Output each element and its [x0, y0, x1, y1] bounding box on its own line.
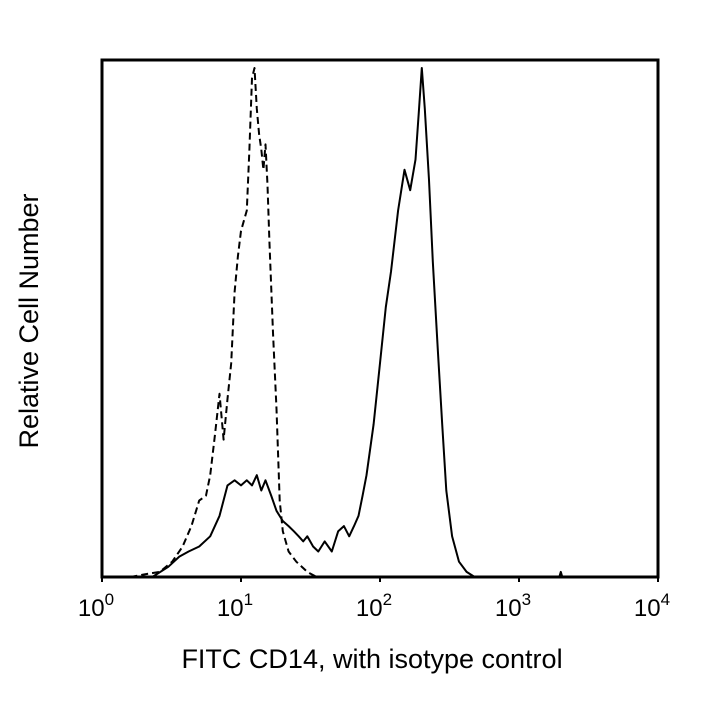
x-tick-label: 100	[78, 590, 114, 622]
y-axis-title: Relative Cell Number	[14, 193, 44, 448]
x-tick-label: 104	[634, 590, 670, 622]
x-axis-title: FITC CD14, with isotype control	[181, 644, 562, 674]
series-layer	[130, 67, 564, 578]
x-tick-label: 102	[356, 590, 392, 622]
x-axis-ticks: 100 101 102 103 104	[78, 577, 670, 622]
plot-frame	[100, 58, 660, 579]
isotype-control-line	[130, 67, 318, 578]
x-tick-label: 103	[495, 590, 531, 622]
cd14-stained-line	[151, 67, 564, 578]
x-tick-label: 101	[217, 590, 253, 622]
